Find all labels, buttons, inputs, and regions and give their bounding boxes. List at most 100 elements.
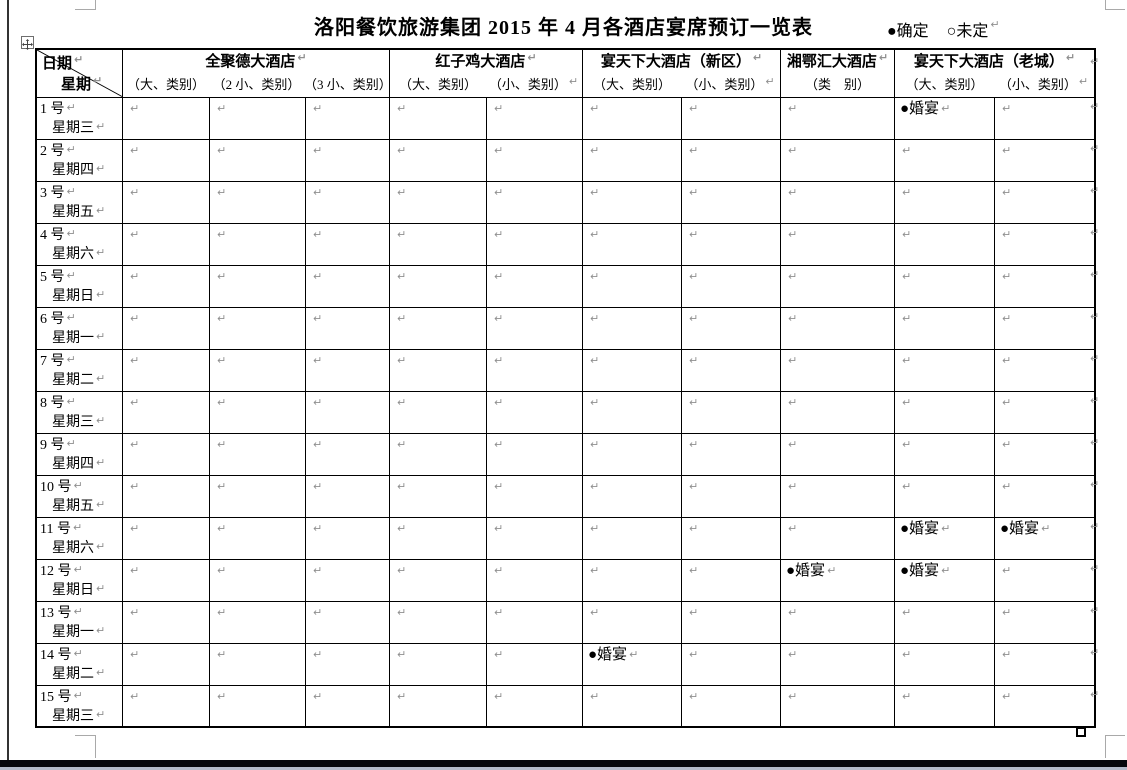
booking-cell[interactable]: ↵	[780, 642, 895, 686]
booking-cell[interactable]: ↵	[582, 600, 682, 644]
booking-cell[interactable]: ↵	[209, 264, 306, 308]
booking-cell[interactable]: ↵	[122, 558, 210, 602]
booking-cell[interactable]: ↵	[780, 180, 895, 224]
booking-cell[interactable]: ↵	[389, 558, 487, 602]
date-cell[interactable]: 9 号 ↵ 星期四 ↵	[35, 432, 123, 476]
booking-cell[interactable]: ●婚宴 ↵	[780, 558, 895, 602]
hotel-header-cell[interactable]: 全聚德大酒店↵（大、类别） （2 小、类别）（3 小、类别）↵	[122, 48, 390, 98]
date-cell[interactable]: 14 号 ↵ 星期二 ↵	[35, 642, 123, 686]
booking-cell[interactable]: ↵	[994, 600, 1096, 644]
booking-cell[interactable]: ↵	[209, 642, 306, 686]
booking-cell[interactable]: ↵	[122, 96, 210, 140]
date-cell[interactable]: 4 号 ↵ 星期六 ↵	[35, 222, 123, 266]
booking-cell[interactable]: ↵	[122, 684, 210, 728]
booking-cell[interactable]: ↵	[122, 306, 210, 350]
booking-cell[interactable]: ↵	[894, 684, 995, 728]
booking-cell[interactable]: ↵	[389, 222, 487, 266]
booking-cell[interactable]: ↵	[681, 558, 781, 602]
booking-cell[interactable]: ●婚宴 ↵	[894, 96, 995, 140]
booking-cell[interactable]: ↵	[209, 684, 306, 728]
booking-cell[interactable]: ↵	[582, 180, 682, 224]
booking-cell[interactable]: ↵	[994, 390, 1096, 434]
booking-cell[interactable]: ↵	[582, 96, 682, 140]
booking-cell[interactable]: ↵	[994, 474, 1096, 518]
booking-cell[interactable]: ↵	[780, 390, 895, 434]
booking-cell[interactable]: ↵	[894, 432, 995, 476]
booking-cell[interactable]: ↵	[305, 432, 390, 476]
booking-cell[interactable]: ↵	[486, 600, 583, 644]
date-cell[interactable]: 1 号 ↵ 星期三 ↵	[35, 96, 123, 140]
date-cell[interactable]: 8 号 ↵ 星期三 ↵	[35, 390, 123, 434]
hotel-header-cell[interactable]: 红子鸡大酒店 ↵ （大、类别） （小、类别） ↵	[389, 48, 583, 98]
booking-cell[interactable]: ↵	[486, 222, 583, 266]
date-cell[interactable]: 12 号 ↵ 星期日 ↵	[35, 558, 123, 602]
booking-cell[interactable]: ↵	[486, 180, 583, 224]
booking-cell[interactable]: ↵	[389, 264, 487, 308]
booking-cell[interactable]: ↵	[122, 348, 210, 392]
booking-cell[interactable]: ↵	[305, 306, 390, 350]
booking-cell[interactable]: ↵	[305, 264, 390, 308]
booking-cell[interactable]: ↵	[209, 306, 306, 350]
booking-cell[interactable]: ↵	[486, 348, 583, 392]
date-cell[interactable]: 15 号 ↵ 星期三 ↵	[35, 684, 123, 728]
date-cell[interactable]: 7 号 ↵ 星期二 ↵	[35, 348, 123, 392]
booking-cell[interactable]: ↵	[305, 138, 390, 182]
booking-cell[interactable]: ↵	[894, 222, 995, 266]
booking-cell[interactable]: ↵	[209, 180, 306, 224]
booking-cell[interactable]: ↵	[209, 390, 306, 434]
booking-cell[interactable]: ↵	[305, 348, 390, 392]
booking-cell[interactable]: ●婚宴 ↵	[582, 642, 682, 686]
booking-cell[interactable]: ↵	[209, 558, 306, 602]
booking-cell[interactable]: ↵	[122, 222, 210, 266]
booking-cell[interactable]: ↵	[305, 390, 390, 434]
booking-cell[interactable]: ↵	[305, 642, 390, 686]
date-cell[interactable]: 5 号 ↵ 星期日 ↵	[35, 264, 123, 308]
booking-cell[interactable]: ↵	[389, 180, 487, 224]
booking-cell[interactable]: ↵	[894, 306, 995, 350]
booking-cell[interactable]: ↵	[681, 180, 781, 224]
booking-cell[interactable]: ↵	[486, 558, 583, 602]
date-cell[interactable]: 13 号 ↵ 星期一 ↵	[35, 600, 123, 644]
booking-cell[interactable]: ↵	[209, 348, 306, 392]
booking-cell[interactable]: ↵	[681, 684, 781, 728]
booking-cell[interactable]: ↵	[582, 138, 682, 182]
booking-cell[interactable]: ↵	[994, 138, 1096, 182]
booking-cell[interactable]: ↵	[780, 96, 895, 140]
booking-cell[interactable]: ↵	[894, 642, 995, 686]
booking-cell[interactable]: ↵	[305, 222, 390, 266]
booking-cell[interactable]: ↵	[894, 348, 995, 392]
booking-cell[interactable]: ↵	[780, 222, 895, 266]
booking-cell[interactable]: ↵	[582, 516, 682, 560]
booking-cell[interactable]: ↵	[122, 180, 210, 224]
booking-cell[interactable]: ↵	[582, 390, 682, 434]
booking-cell[interactable]: ↵	[209, 222, 306, 266]
booking-cell[interactable]: ↵	[994, 348, 1096, 392]
booking-cell[interactable]: ↵	[389, 96, 487, 140]
booking-cell[interactable]: ↵	[994, 684, 1096, 728]
booking-cell[interactable]: ↵	[582, 432, 682, 476]
booking-cell[interactable]: ↵	[894, 138, 995, 182]
booking-cell[interactable]: ↵	[681, 516, 781, 560]
booking-cell[interactable]: ↵	[305, 516, 390, 560]
booking-cell[interactable]: ↵	[305, 474, 390, 518]
booking-cell[interactable]: ↵	[681, 600, 781, 644]
booking-cell[interactable]: ↵	[389, 348, 487, 392]
hotel-header-cell[interactable]: 湘鄂汇大酒店 ↵ （类 别）	[780, 48, 895, 98]
booking-cell[interactable]: ↵	[780, 516, 895, 560]
booking-cell[interactable]: ↵	[681, 390, 781, 434]
document-title[interactable]: 洛阳餐饮旅游集团 2015 年 4 月各酒店宴席预订一览表	[314, 17, 813, 39]
booking-cell[interactable]: ↵	[780, 600, 895, 644]
booking-cell[interactable]: ↵	[780, 474, 895, 518]
booking-cell[interactable]: ↵	[994, 222, 1096, 266]
booking-cell[interactable]: ↵	[122, 390, 210, 434]
booking-cell[interactable]: ↵	[209, 600, 306, 644]
booking-cell[interactable]: ↵	[486, 96, 583, 140]
booking-cell[interactable]: ↵	[994, 432, 1096, 476]
date-cell[interactable]: 10 号 ↵ 星期五 ↵	[35, 474, 123, 518]
booking-cell[interactable]: ↵	[681, 138, 781, 182]
booking-cell[interactable]: ↵	[486, 264, 583, 308]
booking-cell[interactable]: ↵	[122, 138, 210, 182]
booking-cell[interactable]: ↵	[681, 348, 781, 392]
booking-cell[interactable]: ↵	[681, 222, 781, 266]
booking-cell[interactable]: ↵	[994, 642, 1096, 686]
